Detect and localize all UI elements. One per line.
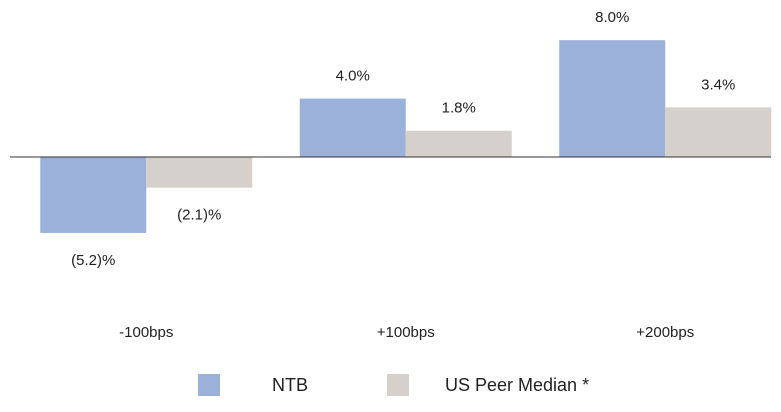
x-tick-label: -100bps <box>119 324 173 341</box>
bar <box>146 157 253 188</box>
value-label: (5.2)% <box>71 252 115 269</box>
value-label: 1.8% <box>442 100 476 117</box>
value-label: (2.1)% <box>177 207 221 224</box>
bar <box>405 130 512 157</box>
bar <box>559 40 666 158</box>
value-label: 4.0% <box>336 68 370 85</box>
value-label: 8.0% <box>595 9 629 26</box>
legend-label: NTB <box>272 375 308 395</box>
bar <box>299 98 406 157</box>
value-label: 3.4% <box>701 76 735 93</box>
legend-swatch <box>387 374 409 396</box>
legend-swatch <box>198 374 220 396</box>
bar <box>40 157 147 233</box>
x-tick-label: +100bps <box>377 324 435 341</box>
bar <box>665 107 772 157</box>
legend-label: US Peer Median * <box>445 375 589 395</box>
x-tick-label: +200bps <box>636 324 694 341</box>
